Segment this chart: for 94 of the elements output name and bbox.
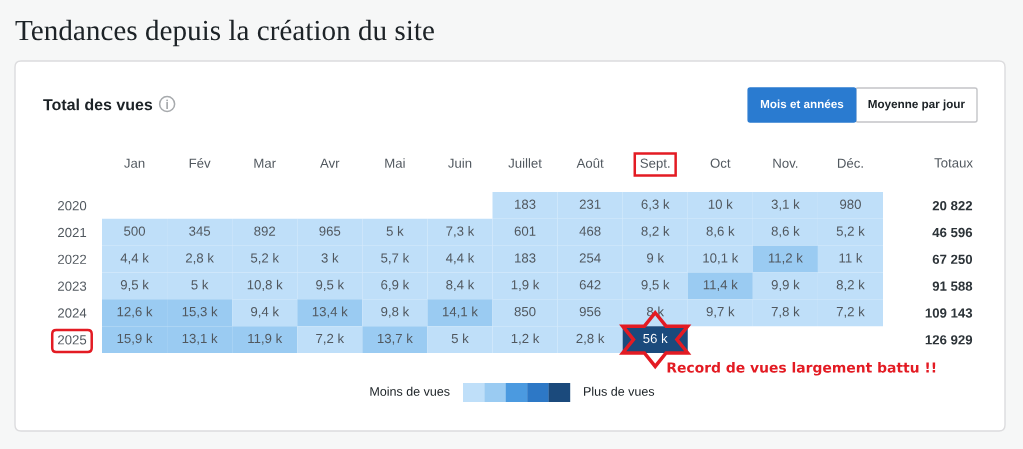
x-tick-label: Août	[576, 158, 604, 168]
data-label: 2,8 k	[576, 333, 605, 345]
y2-tick-label: 126 929	[925, 335, 973, 345]
data-label: 5,7 k	[381, 252, 410, 265]
x-tick-label: Sept.	[640, 158, 670, 171]
data-label: 11,2 k	[768, 252, 803, 265]
data-label: 642	[579, 280, 601, 290]
data-label: 183	[515, 199, 536, 209]
data-label: 183	[515, 253, 536, 263]
data-label: 468	[579, 226, 601, 236]
data-label: 6,9 k	[381, 279, 410, 292]
data-label: 7,3 k	[446, 226, 475, 238]
data-label: 11 k	[839, 252, 863, 263]
data-label: 3 k	[321, 252, 339, 263]
data-label: 1,9 k	[511, 279, 540, 292]
data-label: 13,1 k	[182, 333, 218, 345]
data-label: 13,7 k	[377, 333, 413, 345]
x-tick-label: Juillet	[508, 158, 542, 168]
y-tick-label: 2024	[58, 308, 87, 318]
data-label: 956	[579, 306, 601, 317]
data-label: 10,8 k	[247, 279, 283, 292]
data-label: 601	[514, 226, 536, 236]
data-label: 9,5 k	[120, 279, 149, 292]
data-label: 14,1 k	[442, 306, 478, 318]
data-label: 11,9 k	[248, 333, 283, 345]
data-label: 965	[319, 226, 341, 236]
data-label: 9,9 k	[771, 279, 800, 292]
y2-tick-label: 67 250	[932, 254, 973, 264]
data-label: 56 k	[643, 333, 668, 344]
data-label: 9,8 k	[381, 306, 410, 318]
y2-tick-label: 20 822	[932, 200, 973, 211]
data-label: 8,2 k	[836, 279, 865, 292]
y-tick-label: 2021	[58, 227, 87, 238]
data-label: 7,2 k	[316, 333, 345, 345]
data-label: 11,4 k	[703, 279, 738, 292]
data-label: 8,4 k	[446, 279, 475, 292]
data-label: 850	[514, 306, 536, 317]
y2-tick-label: 91 588	[932, 281, 973, 291]
y-tick-label: 2025	[58, 335, 87, 345]
text: Moins de vues	[370, 386, 450, 396]
text: Record de vues largement battu !!	[667, 361, 936, 376]
data-label: 10 k	[708, 199, 733, 209]
data-label: 7,8 k	[771, 306, 800, 318]
data-label: 7,2 k	[836, 306, 865, 318]
x-tick-label: Nov.	[773, 158, 798, 168]
data-label: 5 k	[191, 279, 209, 290]
data-label: 980	[840, 199, 861, 209]
data-label: 12,6 k	[117, 306, 153, 318]
data-label: 254	[579, 253, 601, 263]
chart-subtitle: Total des vues	[43, 98, 153, 111]
data-label: 10,1 k	[703, 252, 739, 265]
data-label: 2,8 k	[185, 252, 214, 265]
text: Mois et années	[760, 99, 844, 109]
data-label: 3,1 k	[771, 199, 800, 211]
data-label: 345	[189, 226, 211, 236]
x-tick-label: Oct	[710, 158, 731, 168]
data-label: 9,5 k	[316, 279, 345, 292]
data-label: 1,2 k	[511, 333, 540, 345]
data-label: 15,3 k	[182, 306, 218, 318]
data-label: 5 k	[451, 333, 469, 344]
data-label: 13,4 k	[312, 306, 348, 318]
x-tick-label: Avr	[320, 158, 340, 168]
data-label: 9,7 k	[706, 306, 735, 318]
x-tick-label: Mar	[254, 158, 276, 168]
data-label: 892	[254, 226, 276, 236]
data-label: 9,4 k	[251, 306, 280, 318]
data-label: 6,3 k	[641, 199, 670, 211]
y-tick-label: 2020	[58, 200, 87, 211]
data-label: 8,2 k	[641, 226, 670, 238]
x-tick-label: Fév	[189, 158, 211, 168]
x-tick-label: Déc.	[837, 158, 863, 168]
y-tick-label: 2022	[58, 254, 87, 264]
data-label: 9 k	[647, 252, 665, 263]
data-label: 15,9 k	[117, 333, 153, 345]
text: Moyenne par jour	[868, 99, 965, 111]
chart-title: Tendances depuis la création du site	[15, 19, 434, 47]
data-label: 9,5 k	[641, 279, 670, 292]
data-label: 5 k	[386, 226, 404, 236]
data-label: 4,4 k	[445, 252, 475, 265]
data-label: 500	[124, 226, 146, 236]
y2-axis-title: Totaux	[934, 158, 973, 168]
text: Plus de vues	[584, 386, 655, 396]
x-tick-label: Jan	[124, 158, 145, 168]
y-tick-label: 2023	[58, 281, 87, 291]
y2-tick-label: 46 596	[932, 227, 973, 238]
data-label: 4,4 k	[120, 252, 149, 265]
x-tick-label: Juin	[448, 158, 472, 168]
data-label: 5,2 k	[250, 252, 280, 265]
x-tick-label: Mai	[385, 158, 405, 168]
data-label: 8,6 k	[706, 226, 735, 238]
y2-tick-label: 109 143	[925, 308, 973, 318]
data-label: 8,6 k	[771, 226, 800, 238]
data-label: 231	[579, 199, 601, 209]
data-label: 5,2 k	[836, 226, 865, 238]
